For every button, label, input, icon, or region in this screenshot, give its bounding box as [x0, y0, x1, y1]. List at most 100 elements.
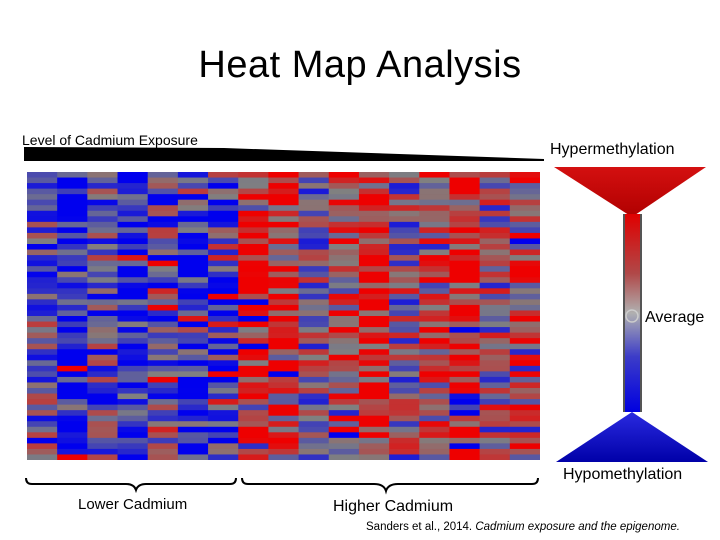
heatmap-cell [509, 343, 540, 350]
heatmap-cell [358, 183, 390, 190]
heatmap-cell [208, 393, 239, 400]
heatmap-cell [419, 360, 451, 367]
heatmap-cell [328, 304, 360, 312]
heatmap-cell [238, 232, 270, 240]
heatmap-cell [358, 249, 390, 256]
heatmap-cell [177, 371, 209, 378]
heatmap-cell [147, 343, 179, 350]
heatmap-cell [268, 249, 300, 256]
heatmap-cell [449, 210, 481, 217]
heatmap-cell [328, 221, 360, 228]
heatmap-cell [328, 244, 360, 251]
heatmap-cell [57, 371, 88, 378]
heatmap-cell [479, 210, 511, 217]
heatmap-cell [57, 199, 88, 206]
heatmap-cell [449, 432, 481, 439]
heatmap-cell [87, 232, 119, 240]
heatmap-cell [268, 221, 300, 228]
heatmap-cell [177, 388, 209, 395]
heatmap-cell [389, 282, 420, 289]
heatmap-cell [479, 415, 511, 422]
heatmap-cell [238, 382, 270, 389]
heatmap-cell [57, 249, 88, 256]
heatmap-cell [147, 371, 179, 378]
heatmap-cell [298, 410, 330, 417]
heatmap-cell [358, 288, 390, 295]
heatmap-cell [177, 410, 209, 417]
heatmap-cell [238, 277, 270, 284]
heatmap-cell [328, 454, 360, 460]
heatmap-cell [479, 399, 511, 406]
heatmap-cell [479, 266, 511, 273]
heatmap-cell [419, 338, 451, 345]
heatmap-cell [509, 249, 540, 256]
heatmap-cell [27, 288, 58, 295]
heatmap-cell [57, 332, 88, 339]
heatmap-cell [117, 304, 149, 312]
heatmap-cell [298, 299, 330, 306]
heatmap-cell [419, 432, 451, 439]
heatmap-cell [419, 260, 451, 267]
heatmap-cell [268, 293, 300, 300]
heatmap-cell [57, 448, 88, 456]
heatmap-cell [268, 349, 300, 356]
heatmap-cell [509, 310, 540, 317]
heatmap-cell [57, 238, 88, 245]
heatmap-cell [27, 304, 58, 312]
heatmap-cell [147, 432, 179, 439]
heatmap-cell [57, 266, 88, 273]
heatmap-cell [389, 321, 420, 328]
heatmap-cell [87, 327, 119, 334]
heatmap-cell [147, 194, 179, 201]
heatmap-cell [87, 260, 119, 267]
heatmap-cell [57, 277, 88, 284]
heatmap-cell [57, 232, 88, 240]
heatmap-cell [328, 393, 360, 400]
heatmap-cell [328, 432, 360, 439]
heatmap-cell [117, 365, 149, 372]
heatmap-cell [449, 172, 481, 179]
heatmap-cell [389, 437, 420, 444]
heatmap-cell [419, 271, 451, 278]
heatmap-cell [479, 249, 511, 256]
heatmap-cell [479, 244, 511, 251]
heatmap-cell [268, 172, 300, 179]
heatmap-cell [449, 288, 481, 295]
heatmap-cell [419, 188, 451, 195]
heatmap-cell [238, 421, 270, 428]
heatmap-cell [419, 299, 451, 306]
heatmap-cell [177, 448, 209, 456]
heatmap-cell [389, 443, 420, 450]
heatmap-cell [328, 349, 360, 356]
heatmap-cell [298, 288, 330, 295]
heatmap-cell [238, 210, 270, 217]
heatmap-cell [27, 227, 58, 234]
heatmap-cell [208, 216, 239, 223]
heatmap-cell [177, 332, 209, 339]
heatmap-cell [358, 327, 390, 334]
heatmap-cell [509, 360, 540, 367]
heatmap-cell [389, 360, 420, 367]
heatmap-cell [57, 327, 88, 334]
heatmap-cell [479, 443, 511, 450]
heatmap-cell [147, 266, 179, 273]
heatmap-cell [177, 393, 209, 400]
heatmap-cell [87, 338, 119, 345]
heatmap-cell [419, 365, 451, 372]
heatmap-cell [177, 443, 209, 450]
heatmap-cell [208, 260, 239, 267]
heatmap-cell [298, 304, 330, 312]
heatmap-cell [449, 415, 481, 422]
heatmap-cell [117, 271, 149, 278]
heatmap-cell [298, 232, 330, 240]
heatmap-cell [479, 437, 511, 444]
heatmap-cell [208, 321, 239, 328]
heatmap-cell [177, 205, 209, 212]
heatmap-cell [509, 388, 540, 395]
heatmap-cell [27, 177, 58, 184]
heatmap-cell [298, 404, 330, 411]
heatmap-cell [147, 332, 179, 339]
heatmap-cell [509, 421, 540, 428]
heatmap-cell [238, 177, 270, 184]
heatmap-cell [147, 288, 179, 295]
